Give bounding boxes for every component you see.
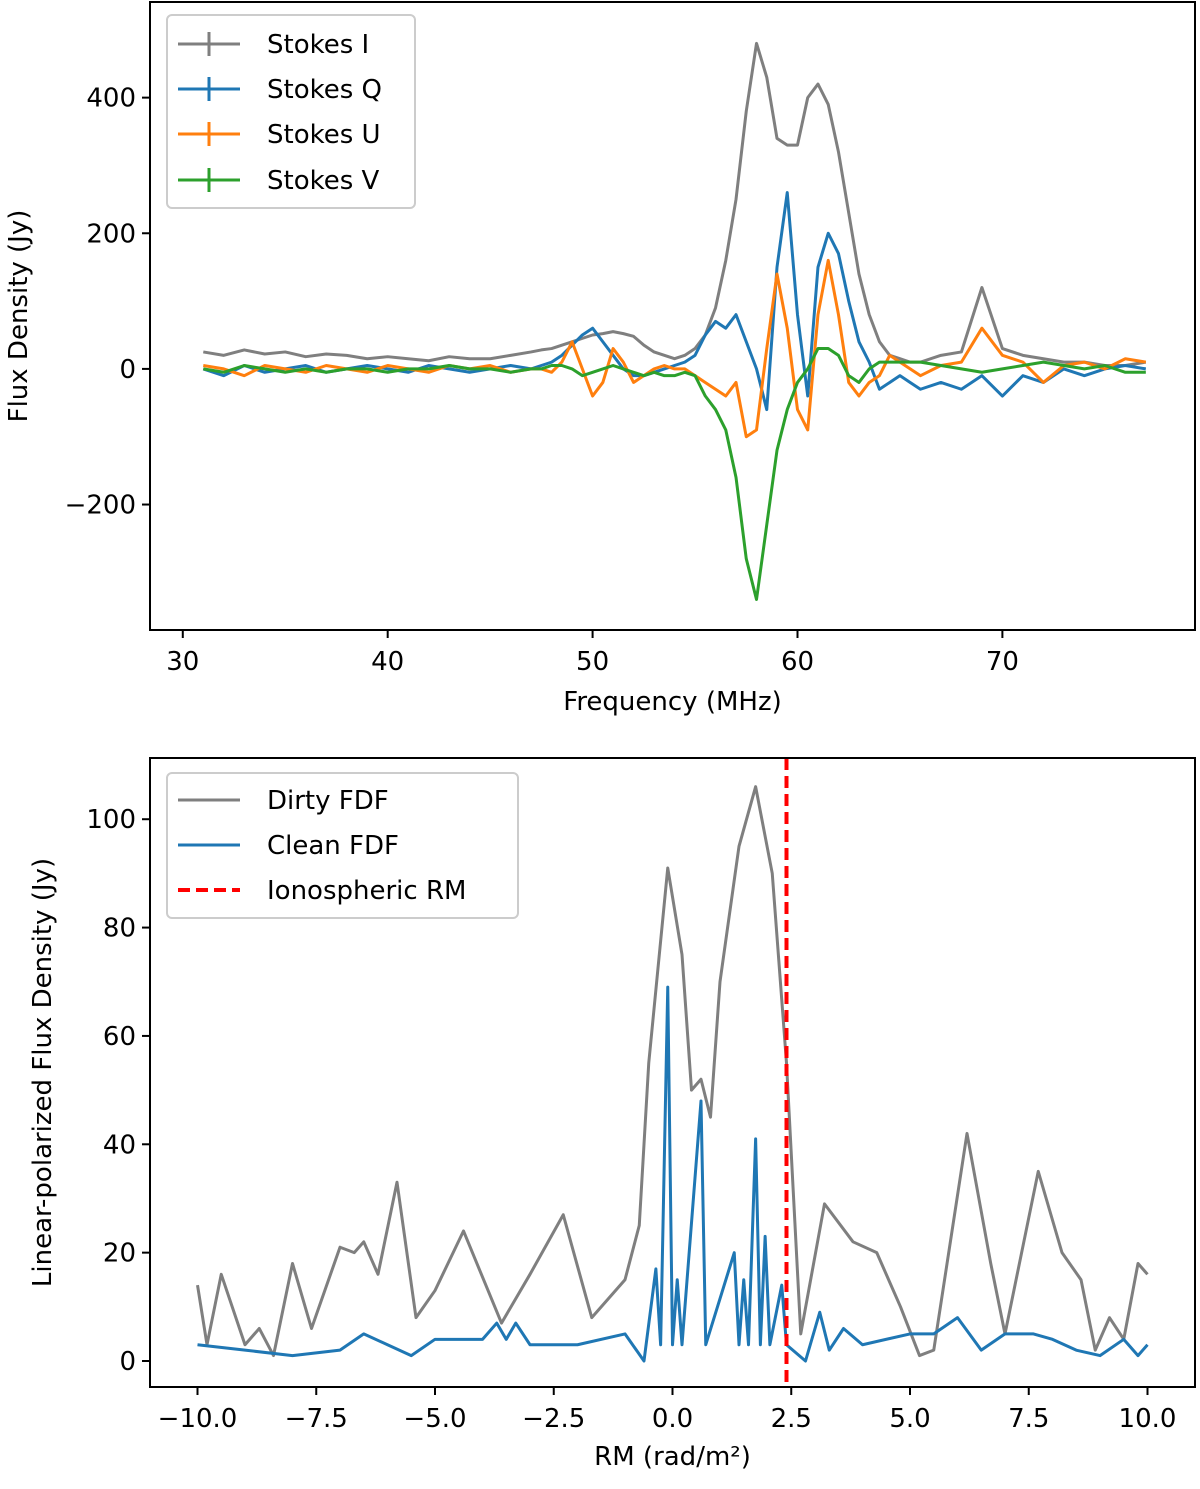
legend-box xyxy=(166,772,519,919)
x-tick-label: 60 xyxy=(781,647,814,677)
x-tick-label: 50 xyxy=(576,647,609,677)
series-line xyxy=(203,258,1147,439)
y-tick-label: 80 xyxy=(103,914,136,944)
x-tick-label: −5.0 xyxy=(403,1404,466,1434)
series-line xyxy=(202,191,1147,412)
x-tick-label: −2.5 xyxy=(522,1404,585,1434)
y-axis-label: Flux Density (Jy) xyxy=(4,210,34,423)
legend-label: Stokes I xyxy=(267,30,369,60)
y-tick-label: 100 xyxy=(86,805,136,835)
x-tick-label: 30 xyxy=(166,647,199,677)
series-line xyxy=(203,347,1146,601)
x-tick-label: 70 xyxy=(986,647,1019,677)
plot-area xyxy=(196,758,1149,1387)
legend-label: Ionospheric RM xyxy=(267,876,466,906)
x-tick-label: 2.5 xyxy=(771,1404,812,1434)
y-tick-label: 20 xyxy=(103,1239,136,1269)
x-tick-label: 7.5 xyxy=(1008,1404,1049,1434)
x-tick-label: 40 xyxy=(371,647,404,677)
y-axis-label: Linear-polarized Flux Density (Jy) xyxy=(28,858,58,1287)
legend-label: Stokes U xyxy=(267,120,381,150)
axes-frame xyxy=(149,1,1196,631)
x-tick-label: −7.5 xyxy=(285,1404,348,1434)
legend-label: Stokes V xyxy=(267,166,380,196)
series-line xyxy=(203,41,1147,368)
x-axis-label: Frequency (MHz) xyxy=(563,687,782,717)
y-tick-label: 60 xyxy=(103,1022,136,1052)
y-tick-label: 400 xyxy=(86,84,136,114)
series-line xyxy=(196,785,1149,1358)
y-tick-label: 0 xyxy=(119,355,136,385)
y-tick-label: 200 xyxy=(86,219,136,249)
x-tick-label: −10.0 xyxy=(158,1404,238,1434)
x-axis-label: RM (rad/m²) xyxy=(594,1442,751,1472)
x-tick-label: 0.0 xyxy=(652,1404,693,1434)
plot-area xyxy=(202,41,1147,601)
legend-box xyxy=(166,14,416,209)
x-tick-label: 5.0 xyxy=(889,1404,930,1434)
legend-label: Dirty FDF xyxy=(267,786,389,816)
y-tick-label: 0 xyxy=(119,1347,136,1377)
y-tick-label: 40 xyxy=(103,1130,136,1160)
series-line xyxy=(197,985,1149,1363)
legend-label: Stokes Q xyxy=(267,75,382,105)
y-tick-label: −200 xyxy=(65,491,136,521)
x-tick-label: 10.0 xyxy=(1119,1404,1177,1434)
legend-label: Clean FDF xyxy=(267,831,399,861)
